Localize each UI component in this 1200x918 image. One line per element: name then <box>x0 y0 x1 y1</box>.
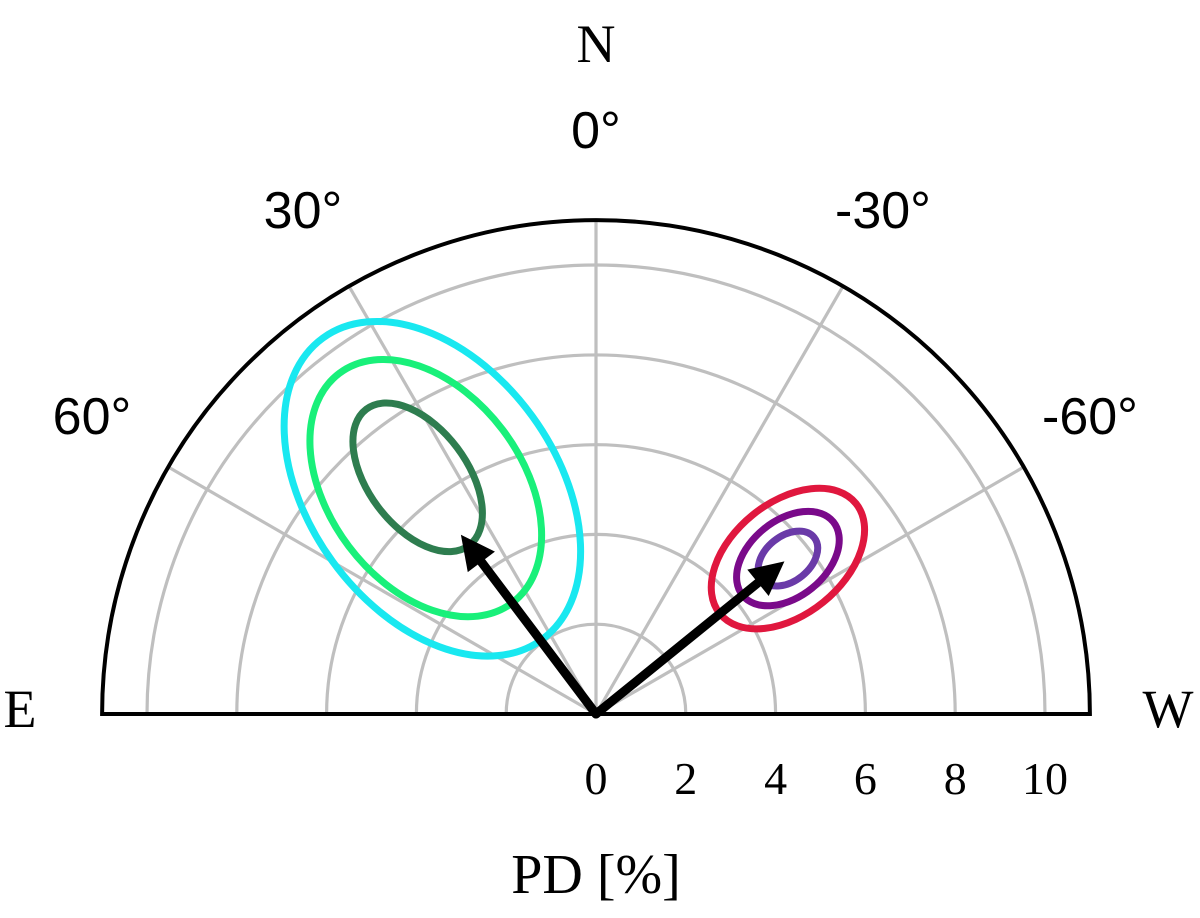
north-label: N <box>577 14 616 74</box>
contour-2 <box>280 317 585 660</box>
angle-tick-label-30: 30° <box>264 182 343 240</box>
east-label: E <box>4 679 37 739</box>
outer-frame <box>100 218 1092 716</box>
radial-tick-label-6: 6 <box>854 753 877 804</box>
radial-tick-label-8: 8 <box>944 753 967 804</box>
grid-spoke <box>167 465 597 716</box>
radial-tick-label-0: 0 <box>585 753 608 804</box>
radial-tick-label-4: 4 <box>764 753 787 804</box>
arrow-head-1 <box>747 561 785 597</box>
grid-spoke <box>347 285 598 715</box>
contour-5 <box>707 484 869 633</box>
radial-tick-labels: 0 2 4 6 8 10 <box>585 753 1069 804</box>
x-axis-label: PD [%] <box>511 844 681 906</box>
polar-frame <box>100 218 1092 716</box>
polar-grid <box>102 220 1090 716</box>
grid-spoke <box>594 285 845 715</box>
arrow-head-0 <box>460 534 495 573</box>
angle-tick-label-0: 0° <box>571 102 621 160</box>
angle-tick-label-neg30: -30° <box>835 182 931 240</box>
angle-tick-label-neg60: -60° <box>1042 388 1138 446</box>
west-label: W <box>1143 679 1194 739</box>
arrow-shaft-0 <box>476 557 601 719</box>
radial-tick-label-10: 10 <box>1022 753 1068 804</box>
radial-tick-label-2: 2 <box>674 753 697 804</box>
angle-tick-label-60: 60° <box>53 388 132 446</box>
pd-arrows <box>460 534 785 719</box>
arrow-shaft-1 <box>591 578 763 719</box>
